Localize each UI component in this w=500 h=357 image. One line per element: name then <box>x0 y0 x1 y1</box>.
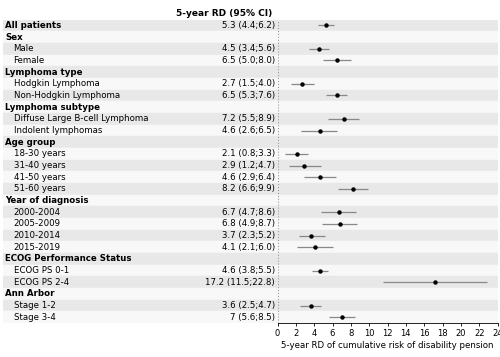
Text: 6.7 (4.7;8.6): 6.7 (4.7;8.6) <box>222 208 275 217</box>
Bar <box>278 253 498 265</box>
Text: 8.2 (6.6;9.9): 8.2 (6.6;9.9) <box>222 184 275 193</box>
Bar <box>278 148 498 160</box>
Bar <box>2 311 278 323</box>
Bar <box>278 20 498 31</box>
Bar <box>2 101 278 113</box>
Bar <box>2 300 278 311</box>
Bar <box>2 183 278 195</box>
Text: 3.7 (2.3;5.2): 3.7 (2.3;5.2) <box>222 231 275 240</box>
Text: 41-50 years: 41-50 years <box>14 173 65 182</box>
Bar <box>278 276 498 288</box>
Bar <box>278 288 498 300</box>
Bar <box>2 113 278 125</box>
Bar <box>2 136 278 148</box>
Text: All patients: All patients <box>5 21 62 30</box>
Bar <box>2 78 278 90</box>
Text: Lymphoma subtype: Lymphoma subtype <box>5 103 100 112</box>
Text: Age group: Age group <box>5 138 56 147</box>
Text: 18-30 years: 18-30 years <box>14 149 65 159</box>
Bar <box>2 206 278 218</box>
Text: 5-year RD (95% CI): 5-year RD (95% CI) <box>176 9 272 18</box>
Text: 3.6 (2.5;4.7): 3.6 (2.5;4.7) <box>222 301 275 310</box>
Text: Year of diagnosis: Year of diagnosis <box>5 196 89 205</box>
Bar <box>2 31 278 43</box>
Bar <box>2 230 278 241</box>
Bar <box>278 265 498 276</box>
Bar <box>2 20 278 31</box>
Text: Stage 1-2: Stage 1-2 <box>14 301 56 310</box>
Bar <box>2 148 278 160</box>
Text: 7 (5.6;8.5): 7 (5.6;8.5) <box>230 313 275 322</box>
Bar <box>278 78 498 90</box>
Text: 4.6 (2.9;6.4): 4.6 (2.9;6.4) <box>222 173 275 182</box>
Bar <box>278 300 498 311</box>
Bar <box>278 230 498 241</box>
Bar <box>2 66 278 78</box>
Text: 4.1 (2.1;6.0): 4.1 (2.1;6.0) <box>222 243 275 252</box>
Bar <box>2 90 278 101</box>
Bar <box>278 43 498 55</box>
Text: 2.7 (1.5;4.0): 2.7 (1.5;4.0) <box>222 79 275 88</box>
Bar <box>278 55 498 66</box>
Bar <box>2 43 278 55</box>
Bar <box>2 241 278 253</box>
Text: Diffuse Large B-cell Lymphoma: Diffuse Large B-cell Lymphoma <box>14 114 148 123</box>
Bar <box>278 113 498 125</box>
Text: 2010-2014: 2010-2014 <box>14 231 60 240</box>
Bar <box>278 311 498 323</box>
Text: 2.1 (0.8;3.3): 2.1 (0.8;3.3) <box>222 149 275 159</box>
Text: 31-40 years: 31-40 years <box>14 161 65 170</box>
Text: 4.5 (3.4;5.6): 4.5 (3.4;5.6) <box>222 44 275 53</box>
Bar <box>278 195 498 206</box>
Text: Sex: Sex <box>5 32 23 42</box>
Bar <box>2 265 278 276</box>
Text: 17.2 (11.5;22.8): 17.2 (11.5;22.8) <box>205 278 275 287</box>
Text: Female: Female <box>14 56 45 65</box>
Bar <box>2 218 278 230</box>
Bar <box>2 253 278 265</box>
Text: Non-Hodgkin Lymphoma: Non-Hodgkin Lymphoma <box>14 91 120 100</box>
Bar <box>278 218 498 230</box>
Text: Stage 3-4: Stage 3-4 <box>14 313 56 322</box>
X-axis label: 5-year RD of cumulative risk of disability pension: 5-year RD of cumulative risk of disabili… <box>281 341 494 350</box>
Text: 2015-2019: 2015-2019 <box>14 243 60 252</box>
Bar <box>278 171 498 183</box>
Bar <box>278 90 498 101</box>
Text: 2000-2004: 2000-2004 <box>14 208 60 217</box>
Bar <box>278 241 498 253</box>
Text: 6.5 (5.0;8.0): 6.5 (5.0;8.0) <box>222 56 275 65</box>
Text: 7.2 (5.5;8.9): 7.2 (5.5;8.9) <box>222 114 275 123</box>
Bar <box>2 125 278 136</box>
Bar <box>278 183 498 195</box>
Bar <box>2 195 278 206</box>
Bar <box>278 31 498 43</box>
Text: 6.5 (5.3;7.6): 6.5 (5.3;7.6) <box>222 91 275 100</box>
Text: 5.3 (4.4;6.2): 5.3 (4.4;6.2) <box>222 21 275 30</box>
Text: 6.8 (4.9;8.7): 6.8 (4.9;8.7) <box>222 220 275 228</box>
Bar <box>278 66 498 78</box>
Bar <box>278 125 498 136</box>
Bar <box>278 206 498 218</box>
Bar <box>278 101 498 113</box>
Text: 4.6 (3.8;5.5): 4.6 (3.8;5.5) <box>222 266 275 275</box>
Bar <box>2 288 278 300</box>
Text: Ann Arbor: Ann Arbor <box>5 290 55 298</box>
Text: Indolent lymphomas: Indolent lymphomas <box>14 126 102 135</box>
Bar <box>278 160 498 171</box>
Text: 4.6 (2.6;6.5): 4.6 (2.6;6.5) <box>222 126 275 135</box>
Text: ECOG PS 2-4: ECOG PS 2-4 <box>14 278 69 287</box>
Bar <box>2 55 278 66</box>
Text: 2.9 (1.2;4.7): 2.9 (1.2;4.7) <box>222 161 275 170</box>
Text: Hodgkin Lymphoma: Hodgkin Lymphoma <box>14 79 99 88</box>
Text: Male: Male <box>14 44 34 53</box>
Bar <box>2 160 278 171</box>
Text: 2005-2009: 2005-2009 <box>14 220 60 228</box>
Bar <box>278 136 498 148</box>
Text: Lymphoma type: Lymphoma type <box>5 68 83 77</box>
Text: ECOG Performance Status: ECOG Performance Status <box>5 255 132 263</box>
Text: ECOG PS 0-1: ECOG PS 0-1 <box>14 266 69 275</box>
Text: 51-60 years: 51-60 years <box>14 184 65 193</box>
Bar <box>2 276 278 288</box>
Bar <box>2 171 278 183</box>
